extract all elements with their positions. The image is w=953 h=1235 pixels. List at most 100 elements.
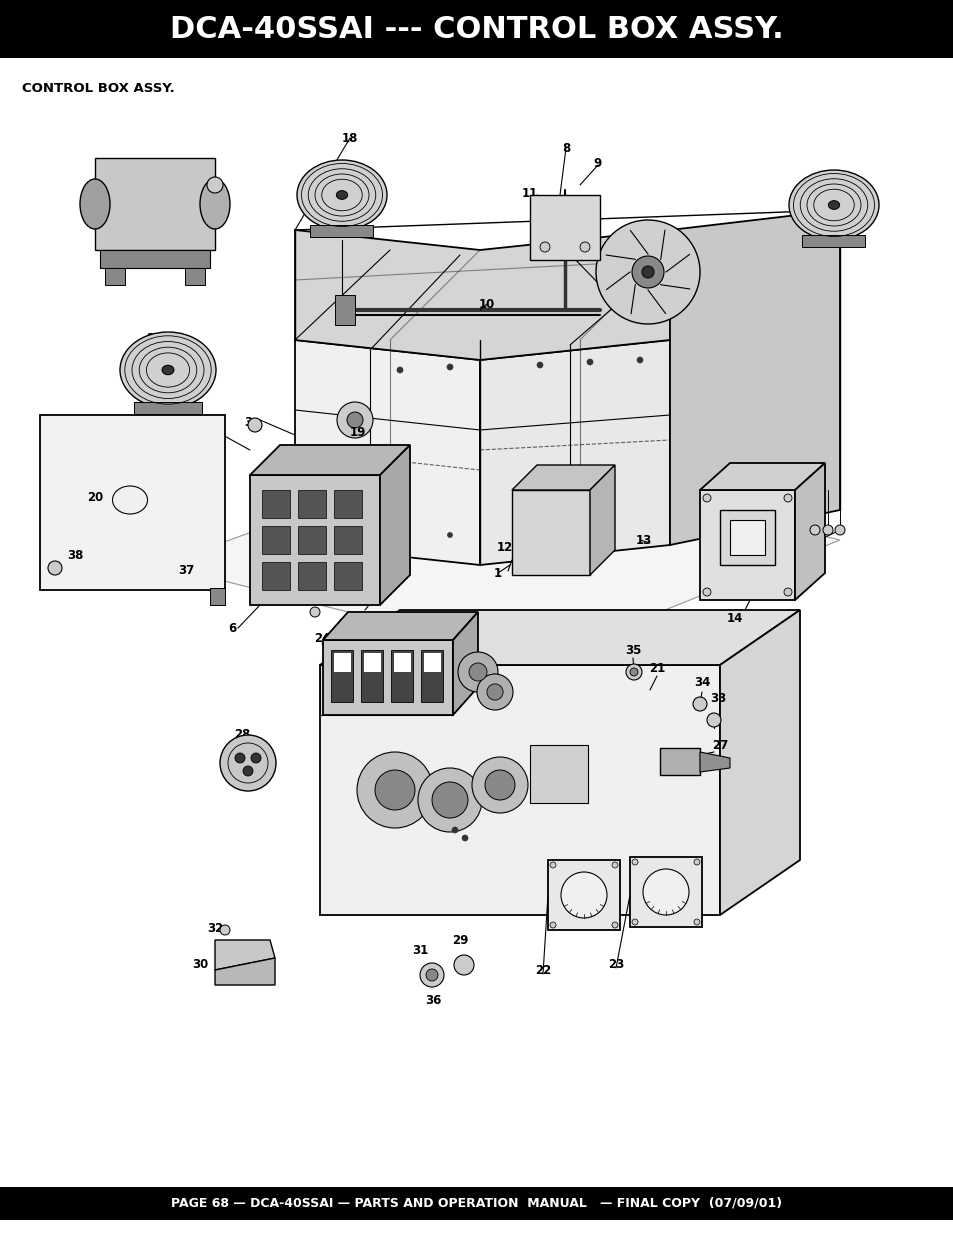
Polygon shape — [40, 415, 225, 590]
Polygon shape — [335, 295, 355, 325]
Text: 17: 17 — [801, 541, 818, 553]
Text: 39: 39 — [292, 466, 308, 478]
Text: 7: 7 — [354, 615, 362, 629]
Circle shape — [612, 862, 618, 868]
Circle shape — [347, 412, 363, 429]
Polygon shape — [214, 958, 274, 986]
Text: 19: 19 — [350, 426, 366, 438]
Circle shape — [693, 860, 700, 864]
Circle shape — [783, 494, 791, 501]
Polygon shape — [453, 613, 477, 715]
Ellipse shape — [162, 366, 173, 374]
Circle shape — [452, 827, 457, 832]
Circle shape — [537, 527, 542, 532]
Text: 26: 26 — [341, 618, 357, 631]
Circle shape — [579, 242, 589, 252]
Text: 12: 12 — [497, 541, 513, 553]
Bar — [334, 526, 361, 555]
Text: 9: 9 — [594, 157, 601, 169]
Text: 2: 2 — [146, 331, 153, 345]
Bar — [310, 225, 374, 237]
Text: 15: 15 — [766, 541, 782, 553]
Circle shape — [539, 242, 550, 252]
Ellipse shape — [827, 200, 839, 210]
Circle shape — [454, 955, 474, 974]
Circle shape — [220, 925, 230, 935]
Text: 22: 22 — [535, 963, 551, 977]
Text: 23: 23 — [607, 958, 623, 972]
Circle shape — [702, 494, 710, 501]
Circle shape — [375, 769, 415, 810]
Circle shape — [472, 757, 527, 813]
Polygon shape — [95, 158, 214, 249]
Text: 35: 35 — [624, 643, 640, 657]
Circle shape — [426, 969, 437, 981]
Polygon shape — [669, 210, 840, 545]
Polygon shape — [185, 268, 205, 285]
Polygon shape — [589, 466, 615, 576]
Polygon shape — [210, 588, 225, 605]
Circle shape — [612, 923, 618, 927]
Bar — [729, 520, 764, 555]
Circle shape — [251, 753, 261, 763]
Bar — [547, 860, 619, 930]
Bar — [134, 403, 201, 414]
Text: 28: 28 — [233, 727, 250, 741]
Circle shape — [560, 872, 606, 918]
Polygon shape — [250, 475, 379, 605]
Text: 4: 4 — [655, 261, 663, 273]
Circle shape — [783, 588, 791, 597]
Text: 20: 20 — [87, 490, 103, 504]
Circle shape — [432, 782, 468, 818]
Text: 5: 5 — [562, 247, 571, 259]
Bar — [333, 652, 351, 672]
Circle shape — [637, 357, 642, 363]
Circle shape — [396, 367, 402, 373]
Circle shape — [486, 684, 502, 700]
Circle shape — [631, 919, 638, 925]
Polygon shape — [720, 610, 800, 915]
Circle shape — [706, 713, 720, 727]
Ellipse shape — [336, 190, 347, 199]
Ellipse shape — [80, 179, 110, 228]
Ellipse shape — [200, 179, 230, 228]
Text: 36: 36 — [424, 993, 440, 1007]
Bar — [360, 650, 382, 701]
Polygon shape — [512, 466, 615, 490]
Bar — [530, 745, 587, 803]
Circle shape — [586, 359, 593, 366]
Text: DCA-40SSAI --- CONTROL BOX ASSY.: DCA-40SSAI --- CONTROL BOX ASSY. — [170, 15, 783, 43]
Text: 21: 21 — [648, 662, 664, 674]
Text: 24: 24 — [314, 631, 330, 645]
Bar — [0, 1187, 953, 1220]
Circle shape — [461, 835, 468, 841]
Text: 18: 18 — [341, 131, 357, 144]
Ellipse shape — [296, 161, 387, 230]
Bar — [331, 650, 353, 701]
Circle shape — [631, 860, 638, 864]
Bar — [334, 562, 361, 590]
Bar — [530, 195, 599, 261]
Polygon shape — [512, 490, 589, 576]
Text: 32: 32 — [207, 921, 223, 935]
Text: 31: 31 — [412, 944, 428, 956]
Text: 37: 37 — [177, 563, 193, 577]
Circle shape — [702, 588, 710, 597]
Circle shape — [234, 753, 245, 763]
Text: 29: 29 — [452, 934, 468, 946]
Ellipse shape — [788, 170, 878, 240]
Bar — [334, 490, 361, 517]
Text: 1: 1 — [494, 567, 501, 579]
Bar — [720, 510, 774, 564]
Circle shape — [248, 417, 262, 432]
Text: 41: 41 — [91, 189, 108, 201]
Circle shape — [220, 735, 275, 790]
Polygon shape — [794, 463, 824, 600]
Circle shape — [48, 561, 62, 576]
Circle shape — [417, 768, 481, 832]
Polygon shape — [319, 610, 800, 664]
Bar — [420, 650, 442, 701]
Polygon shape — [160, 450, 840, 659]
Text: 11: 11 — [521, 186, 537, 200]
Circle shape — [310, 606, 319, 618]
